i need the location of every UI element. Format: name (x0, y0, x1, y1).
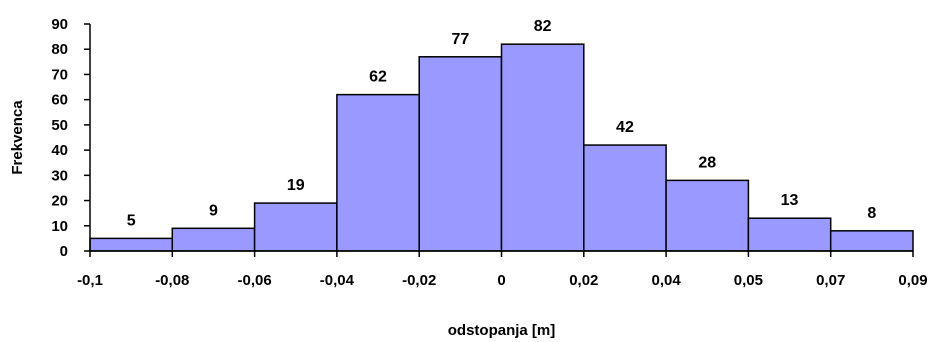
histogram-bar (500, 43, 585, 252)
histogram-bar (418, 56, 503, 252)
x-tick-label: 0 (497, 272, 505, 289)
bar-value-label: 8 (867, 205, 876, 222)
histogram-bar (336, 93, 420, 252)
bar-value-label: 82 (534, 18, 552, 35)
bar-value-label: 77 (451, 31, 469, 48)
histogram-bar (665, 179, 750, 252)
y-tick-label: 0 (60, 243, 68, 260)
x-tick-label: -0,1 (77, 272, 103, 289)
y-ticks-group: 0 10 20 30 40 50 60 70 80 90 (51, 16, 90, 260)
y-tick-label: 30 (51, 167, 68, 184)
x-tick-label: -0,06 (237, 272, 271, 289)
y-tick-label: 60 (51, 92, 68, 109)
y-tick-label: 70 (51, 66, 68, 83)
bar-value-label: 42 (616, 119, 634, 136)
x-tick-label: 0,07 (816, 272, 845, 289)
x-tick-label: -0,02 (402, 272, 436, 289)
bars-group (89, 43, 914, 252)
y-tick-label: 20 (51, 193, 68, 210)
bar-value-label: 62 (369, 69, 387, 86)
x-tick-label: 0,05 (734, 272, 763, 289)
bar-value-label: 13 (781, 192, 799, 209)
bar-value-label: 5 (127, 212, 136, 229)
y-tick-label: 50 (51, 117, 68, 134)
data-labels-group: 5 9 19 62 77 82 42 28 13 8 (127, 18, 877, 229)
y-tick-label: 90 (51, 16, 68, 33)
x-tick-label: 0,09 (898, 272, 927, 289)
x-tick-label: -0,04 (320, 272, 355, 289)
x-tick-label: -0,08 (155, 272, 189, 289)
histogram-bar (583, 144, 667, 252)
x-axis-title: odstopanja [m] (448, 322, 556, 339)
histogram-bar (829, 230, 914, 252)
bar-value-label: 19 (287, 177, 305, 194)
bar-value-label: 9 (209, 202, 218, 219)
y-tick-label: 80 (51, 41, 68, 58)
x-ticks-group: -0,1 -0,08 -0,06 -0,04 -0,02 0 0,02 0,04 0,05 0,0… (77, 251, 928, 289)
histogram-bar (171, 227, 256, 252)
x-tick-label: 0,02 (569, 272, 598, 289)
x-tick-label: 0,04 (651, 272, 681, 289)
bar-value-label: 28 (698, 154, 716, 171)
y-axis-title: Frekvenca (9, 100, 26, 175)
histogram-bar (89, 237, 174, 252)
histogram-bar (253, 202, 338, 252)
histogram-bar (747, 217, 832, 252)
y-tick-label: 10 (51, 218, 68, 235)
y-tick-label: 40 (51, 142, 68, 159)
